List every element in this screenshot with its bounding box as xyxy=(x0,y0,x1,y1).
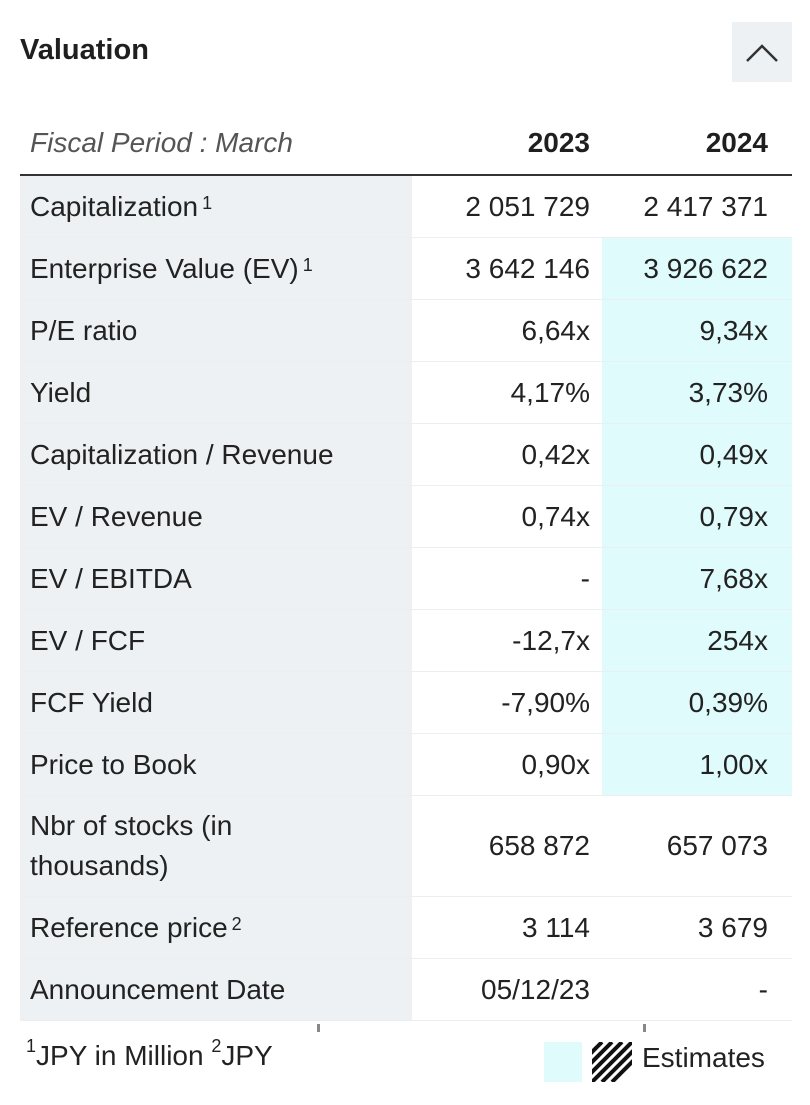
table-row: P/E ratio 6,64x 9,34x xyxy=(20,300,792,362)
row-label: Reference price 2 xyxy=(20,897,412,958)
table-footer: 1JPY in Million 2JPY Estimates xyxy=(26,1036,786,1082)
row-label-text: Enterprise Value (EV) xyxy=(30,252,299,284)
value-2024: 3 926 622 xyxy=(602,238,792,299)
value-2024: 9,34x xyxy=(602,300,792,361)
axis-tick xyxy=(317,1024,320,1032)
footnote-marker: 2 xyxy=(231,913,242,934)
legend-label: Estimates xyxy=(642,1042,765,1073)
footnote-marker: 1 xyxy=(202,192,213,213)
table-row: Nbr of stocks (in thousands) 658 872 657 0… xyxy=(20,796,792,897)
chevron-up-icon xyxy=(746,44,778,62)
row-label-text: EV / FCF xyxy=(30,624,146,656)
row-label-text: Price to Book xyxy=(30,748,197,780)
value-2024: 0,39% xyxy=(602,672,792,733)
row-label: Enterprise Value (EV) 1 xyxy=(20,238,412,299)
value-2023: 3 642 146 xyxy=(465,252,590,284)
value-2024: 7,68x xyxy=(602,548,792,609)
table-row: Reference price 2 3 114 3 679 xyxy=(20,897,792,959)
row-label: EV / Revenue xyxy=(20,486,412,547)
footnote-marker-1: 1 xyxy=(26,1036,37,1056)
value-2023: 658 872 xyxy=(488,830,590,861)
row-label-text: Reference price xyxy=(30,911,228,943)
table-row: EV / FCF -12,7x 254x xyxy=(20,610,792,672)
row-label: Capitalization / Revenue xyxy=(20,424,412,485)
value-2024: 0,79x xyxy=(602,486,792,547)
value-2024: 1,00x xyxy=(602,734,792,795)
table-row: Announcement Date 05/12/23 - xyxy=(20,959,792,1021)
table-row: Enterprise Value (EV) 1 3 642 146 3 926 622 xyxy=(20,238,792,300)
row-label: EV / FCF xyxy=(20,610,412,671)
footnote-marker: 1 xyxy=(302,254,313,275)
row-label: Capitalization 1 xyxy=(20,176,412,237)
valuation-table: Fiscal Period : March 2023 2024 Capitali… xyxy=(20,110,792,1021)
value-2024: 3,73% xyxy=(602,362,792,423)
value-2023: 0,74x xyxy=(521,500,591,532)
row-label: EV / EBITDA xyxy=(20,548,412,609)
value-2023: -7,90% xyxy=(501,686,590,718)
footnote: 1JPY in Million 2JPY xyxy=(26,1036,273,1072)
row-label-text: Nbr of stocks (in thousands) xyxy=(30,810,233,881)
value-2023: 05/12/23 xyxy=(481,973,590,1005)
row-label-text: EV / Revenue xyxy=(30,500,203,532)
valuation-header: Valuation xyxy=(20,22,792,84)
row-label-text: Announcement Date xyxy=(30,973,286,1005)
table-header: Fiscal Period : March 2023 2024 xyxy=(20,110,792,176)
table-row: FCF Yield -7,90% 0,39% xyxy=(20,672,792,734)
fiscal-period-label: Fiscal Period : March xyxy=(30,127,293,158)
value-2024: 2 417 371 xyxy=(643,190,768,222)
section-title: Valuation xyxy=(20,34,149,66)
table-row: Price to Book 0,90x 1,00x xyxy=(20,734,792,796)
footnote-text-2: JPY xyxy=(221,1040,273,1071)
value-2023: 4,17% xyxy=(510,376,590,408)
column-header-2023: 2023 xyxy=(527,127,590,158)
value-2023: 2 051 729 xyxy=(465,190,590,222)
value-2024: 0,49x xyxy=(602,424,792,485)
axis-tick xyxy=(643,1024,646,1032)
row-label-text: P/E ratio xyxy=(30,314,138,346)
row-label-text: Yield xyxy=(30,376,92,408)
row-label: Nbr of stocks (in thousands) xyxy=(20,796,412,896)
value-2023: 6,64x xyxy=(521,314,591,346)
footnote-marker-2: 2 xyxy=(211,1036,222,1056)
row-label: Yield xyxy=(20,362,412,423)
collapse-button[interactable] xyxy=(732,22,792,82)
row-label-text: Capitalization xyxy=(30,190,199,222)
value-2024: - xyxy=(758,973,768,1005)
table-row: EV / EBITDA -7,68x xyxy=(20,548,792,610)
row-label-text: EV / EBITDA xyxy=(30,562,192,594)
estimate-swatch xyxy=(544,1042,582,1082)
table-row: Capitalization 1 2 051 729 2 417 371 xyxy=(20,176,792,238)
table-row: EV / Revenue 0,74x 0,79x xyxy=(20,486,792,548)
value-2024: 657 073 xyxy=(666,830,768,861)
value-2023: 0,90x xyxy=(521,748,591,780)
value-2023: - xyxy=(580,562,590,594)
value-2023: 3 114 xyxy=(522,911,590,943)
row-label: P/E ratio xyxy=(20,300,412,361)
row-label-text: FCF Yield xyxy=(30,686,153,718)
value-2024: 3 679 xyxy=(697,911,768,943)
footnote-text-1: JPY in Million xyxy=(36,1040,212,1071)
value-2024: 254x xyxy=(602,610,792,671)
row-label-text: Capitalization / Revenue xyxy=(30,438,334,470)
table-row: Yield 4,17% 3,73% xyxy=(20,362,792,424)
table-row: Capitalization / Revenue 0,42x 0,49x xyxy=(20,424,792,486)
table-body: Capitalization 1 2 051 729 2 417 371 Enterpr… xyxy=(20,176,792,1021)
value-2023: -12,7x xyxy=(512,624,590,656)
hatch-pattern-icon xyxy=(592,1042,632,1082)
row-label: FCF Yield xyxy=(20,672,412,733)
row-label: Announcement Date xyxy=(20,959,412,1020)
column-header-2024: 2024 xyxy=(705,127,768,158)
row-label: Price to Book xyxy=(20,734,412,795)
value-2023: 0,42x xyxy=(521,438,591,470)
